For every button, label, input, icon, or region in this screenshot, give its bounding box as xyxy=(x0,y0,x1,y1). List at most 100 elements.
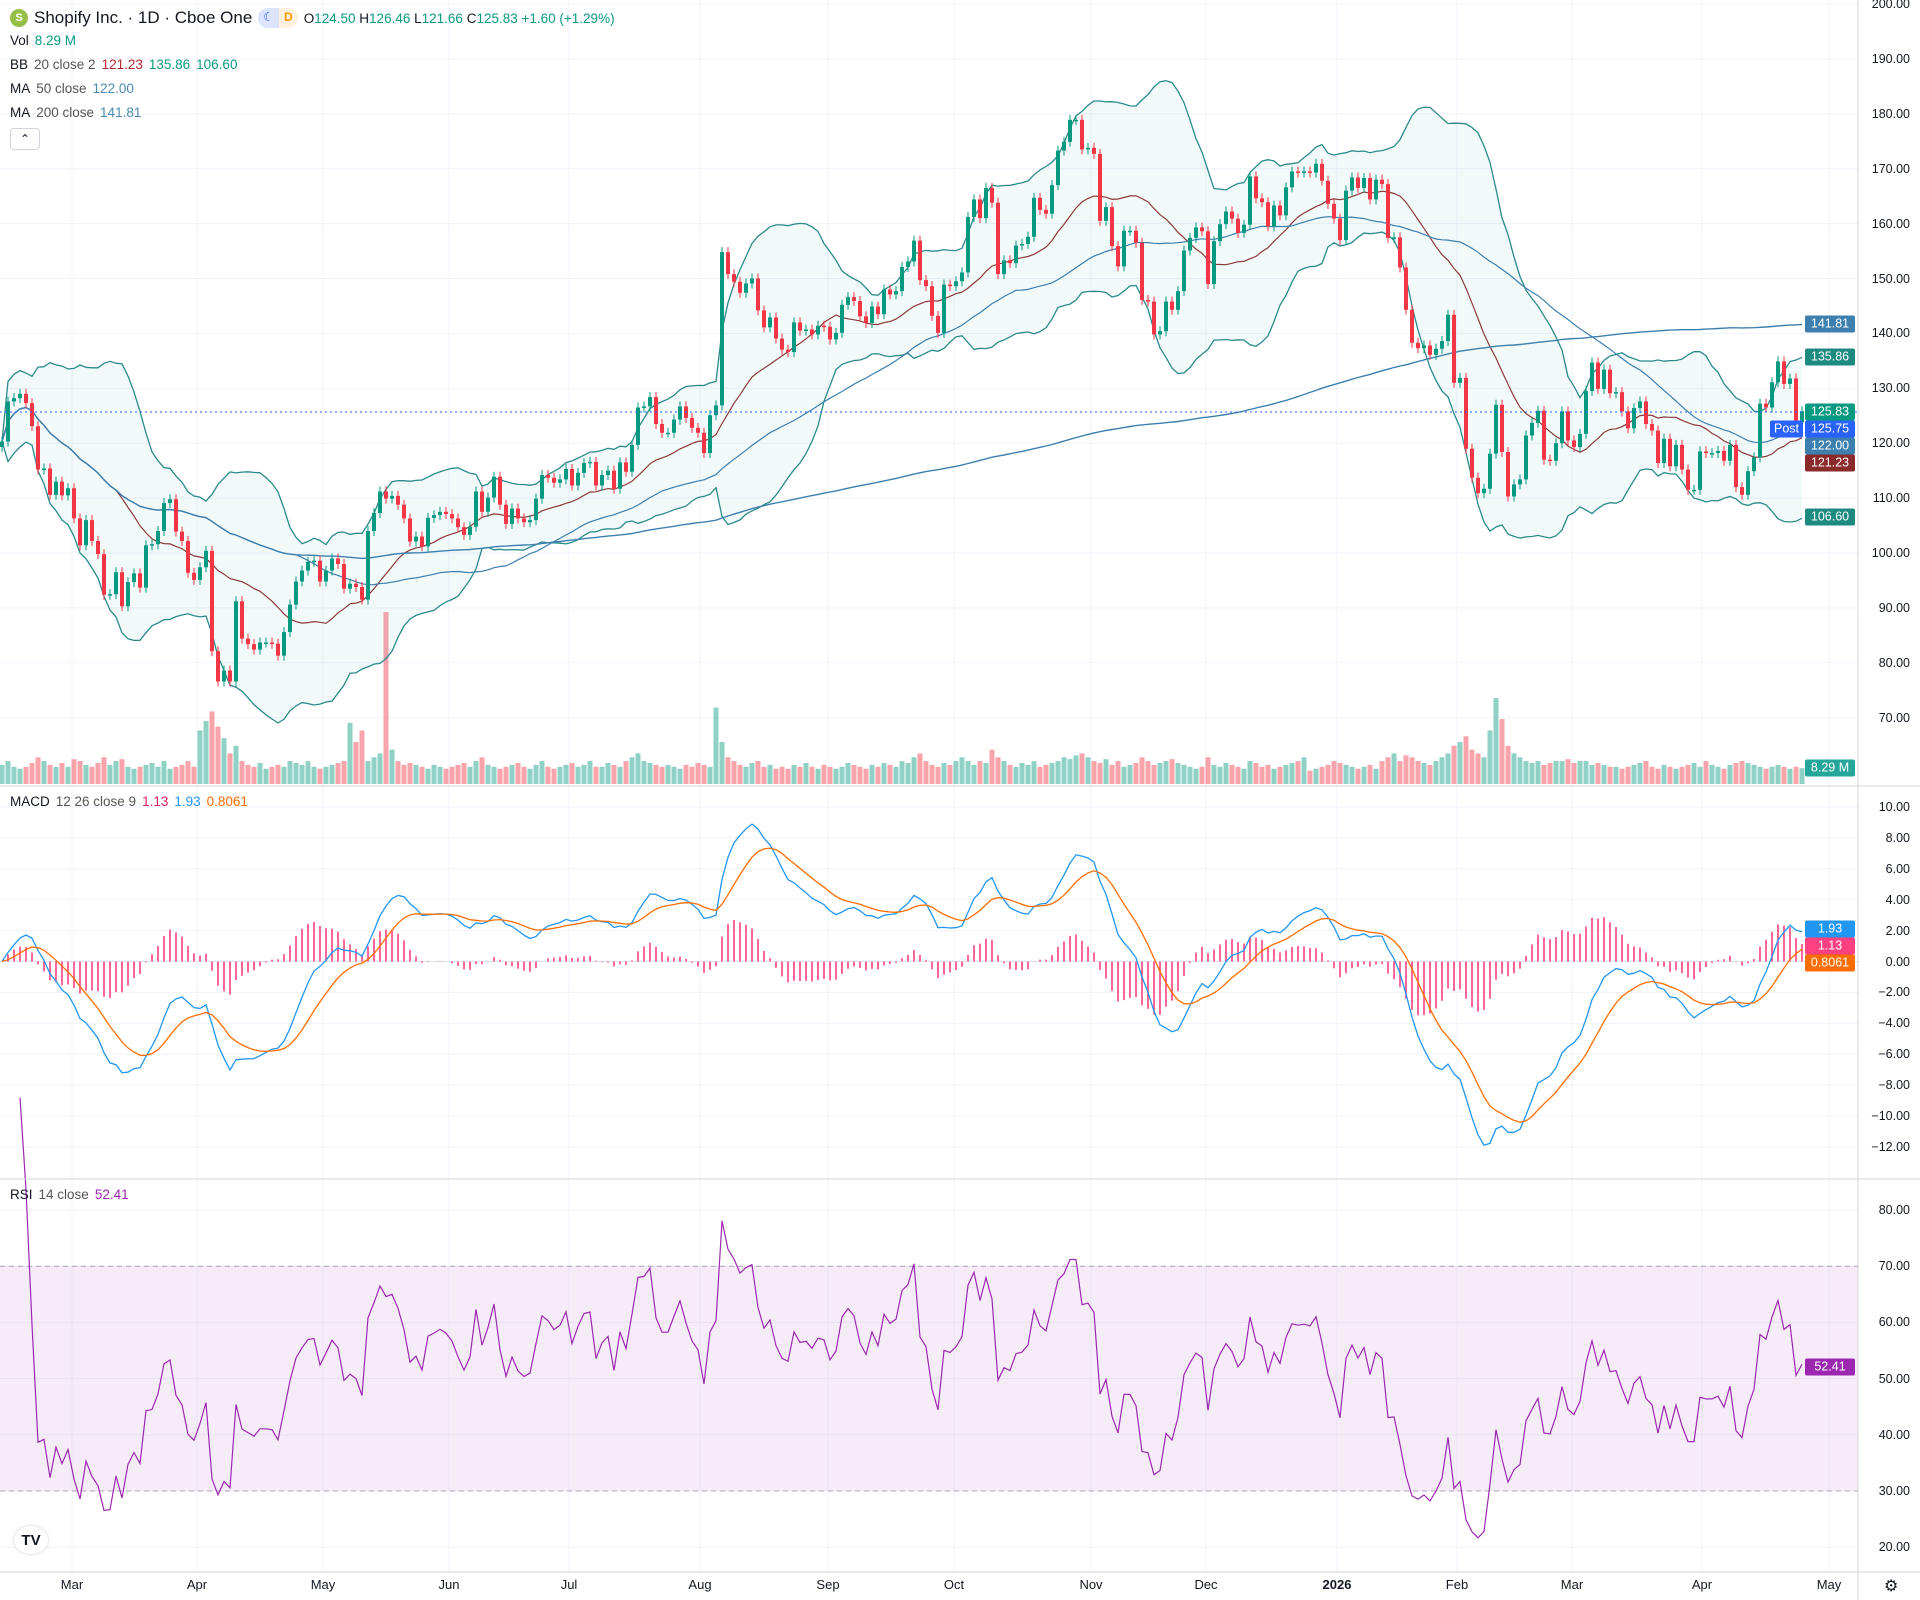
macd-legend[interactable]: MACD 12 26 close 9 1.13 1.93 0.8061 xyxy=(10,794,248,809)
market-status-badge[interactable]: ☾ D xyxy=(258,8,298,28)
ma50-legend[interactable]: MA 50 close 122.00 xyxy=(10,81,134,96)
candle-body xyxy=(732,274,736,282)
candle-body xyxy=(834,332,838,340)
macd-axis-label: −4.00 xyxy=(1878,1016,1910,1031)
volume-bar xyxy=(1577,761,1583,784)
volume-bar xyxy=(1235,766,1241,784)
macd-signal-line xyxy=(1,847,1803,1123)
volume-legend[interactable]: Vol 8.29 M xyxy=(10,33,76,48)
volume-bar xyxy=(65,766,71,784)
candle-body xyxy=(912,240,916,262)
volume-bar xyxy=(1655,768,1661,784)
rsi-tag: 52.41 xyxy=(1805,1358,1855,1376)
price-axis-label: 150.00 xyxy=(1871,271,1910,286)
volume-bar xyxy=(1697,766,1703,784)
volume-bar xyxy=(1301,757,1307,784)
volume-bar xyxy=(671,766,677,784)
volume-bar xyxy=(5,761,11,784)
time-axis-label: Apr xyxy=(186,1577,208,1592)
candle-body xyxy=(828,326,832,340)
candle-body xyxy=(216,651,220,682)
tradingview-logo-icon[interactable]: TV xyxy=(14,1526,48,1554)
symbol-title[interactable]: Shopify Inc. · 1D · Cboe One xyxy=(34,8,253,27)
volume-bar xyxy=(1355,768,1361,784)
volume-bar xyxy=(395,761,401,784)
volume-bar xyxy=(437,766,443,784)
volume-bar xyxy=(293,762,299,784)
bb-legend[interactable]: BB 20 close 2 121.23 135.86 106.60 xyxy=(10,57,237,72)
price-axis-label: 160.00 xyxy=(1871,216,1910,231)
candle-body xyxy=(1686,469,1690,490)
price-axis-label: 90.00 xyxy=(1878,600,1910,615)
candle-body xyxy=(1332,203,1336,219)
volume-bar xyxy=(569,762,575,784)
candle-body xyxy=(660,423,664,433)
candle-body xyxy=(552,477,556,483)
candle-body xyxy=(180,531,184,541)
volume-bar xyxy=(149,762,155,784)
volume-bar xyxy=(1643,761,1649,784)
candle-body xyxy=(1782,361,1786,384)
volume-bar xyxy=(851,764,857,784)
candle-body xyxy=(1284,187,1288,216)
candle-body xyxy=(138,573,142,588)
candle-body xyxy=(1038,197,1042,210)
candle-body xyxy=(642,406,646,408)
candle-body xyxy=(984,187,988,219)
macd-line-tag: 1.93 xyxy=(1805,920,1855,938)
macd-hist-tag: 1.13 xyxy=(1805,937,1855,955)
volume-bar xyxy=(593,766,599,784)
volume-bar xyxy=(53,766,59,784)
candle-body xyxy=(78,518,82,546)
candle-body xyxy=(792,322,796,353)
rsi-band xyxy=(0,1265,1858,1492)
candle-body xyxy=(270,642,274,644)
candle-body xyxy=(54,481,58,495)
rsi-legend[interactable]: RSI 14 close 52.41 xyxy=(10,1187,129,1202)
volume-bar xyxy=(1649,766,1655,784)
volume-bar xyxy=(1469,749,1475,784)
candle-body xyxy=(1074,119,1078,122)
volume-bar xyxy=(455,764,461,784)
candle-body xyxy=(1404,267,1408,310)
delayed-data-icon: D xyxy=(279,8,298,28)
candle-body xyxy=(576,472,580,486)
volume-bar xyxy=(797,766,803,784)
candle-body xyxy=(1032,197,1036,237)
rsi-axis-label: 50.00 xyxy=(1878,1371,1910,1386)
volume-bar xyxy=(677,768,683,784)
price-axis-label: 120.00 xyxy=(1871,436,1910,451)
volume-bar xyxy=(311,766,317,784)
candle-body xyxy=(708,415,712,454)
volume-bar xyxy=(893,766,899,784)
volume-bar xyxy=(389,749,395,784)
volume-bar xyxy=(737,764,743,784)
volume-bar xyxy=(713,707,719,784)
volume-bar xyxy=(1187,766,1193,784)
volume-bar xyxy=(1403,755,1409,784)
candle-body xyxy=(1434,348,1438,355)
candle-body xyxy=(1464,377,1468,449)
volume-bar xyxy=(299,764,305,784)
candle-body xyxy=(780,338,784,350)
candle-body xyxy=(840,304,844,333)
ma200-legend[interactable]: MA 200 close 141.81 xyxy=(10,105,141,120)
gear-icon[interactable]: ⚙ xyxy=(1884,1578,1899,1595)
candle-body xyxy=(1620,392,1624,412)
candle-body xyxy=(726,252,730,275)
volume-bar xyxy=(1781,766,1787,784)
price-axis-label: 110.00 xyxy=(1872,491,1910,506)
volume-bar xyxy=(1679,766,1685,784)
volume-bar xyxy=(617,766,623,784)
candle-body xyxy=(390,495,394,499)
bb-upper-value: 135.86 xyxy=(148,57,191,72)
candle-body xyxy=(672,419,676,433)
collapse-legend-button[interactable]: ⌃ xyxy=(10,128,40,150)
candle-body xyxy=(360,587,364,600)
candle-body xyxy=(1530,422,1534,436)
volume-bar xyxy=(1283,764,1289,784)
ma50-line xyxy=(1,216,1803,586)
volume-bar xyxy=(719,741,725,784)
candle-body xyxy=(36,426,40,470)
